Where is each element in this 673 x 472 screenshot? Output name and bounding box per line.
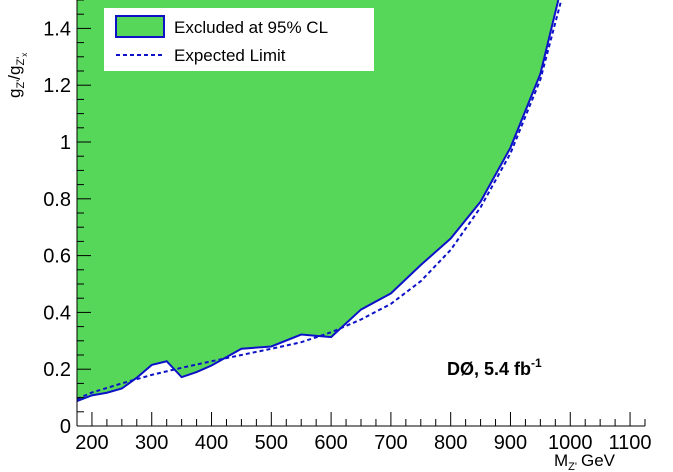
x-tick-label: 600	[314, 432, 347, 454]
excluded-region	[77, 0, 559, 402]
y-tick-label: 0.2	[43, 359, 71, 381]
y-tick-label: 0.4	[43, 302, 71, 324]
y-tick-label: 0.6	[43, 246, 71, 268]
plot-area	[77, 0, 563, 402]
y-tick-label: 0.8	[43, 189, 71, 211]
observed-limit-line	[77, 0, 560, 402]
experiment-annotation: DØ, 5.4 fb-1	[447, 356, 542, 379]
x-tick-label: 200	[75, 432, 108, 454]
x-tick-label: 400	[195, 432, 228, 454]
x-tick-label: 700	[374, 432, 407, 454]
y-tick-label: 1	[60, 132, 71, 154]
x-tick-label: 300	[135, 432, 168, 454]
y-axis-label: gZ'/gZ'x	[5, 53, 29, 98]
expected-limit-line	[77, 0, 563, 400]
y-tick-label: 0	[60, 416, 71, 438]
x-tick-label: 500	[255, 432, 288, 454]
x-tick-label: 1000	[548, 432, 593, 454]
legend-label-expected: Expected Limit	[174, 46, 286, 65]
legend: Excluded at 95% CL Expected Limit	[104, 8, 374, 71]
y-tick-label: 1.4	[43, 18, 71, 40]
legend-swatch-excluded	[115, 15, 165, 38]
x-tick-label: 800	[434, 432, 467, 454]
x-axis-label: MZ' GeV	[554, 451, 616, 472]
x-tick-label: 1100	[609, 432, 652, 454]
legend-label-excluded: Excluded at 95% CL	[174, 18, 328, 37]
x-tick-label: 900	[494, 432, 527, 454]
y-tick-label: 1.2	[43, 75, 71, 97]
tick-labels: 200 300 400 500 600 700 800 900 1000 1100 0 0.2 0.4 0…	[43, 18, 651, 454]
axes	[76, 0, 646, 427]
